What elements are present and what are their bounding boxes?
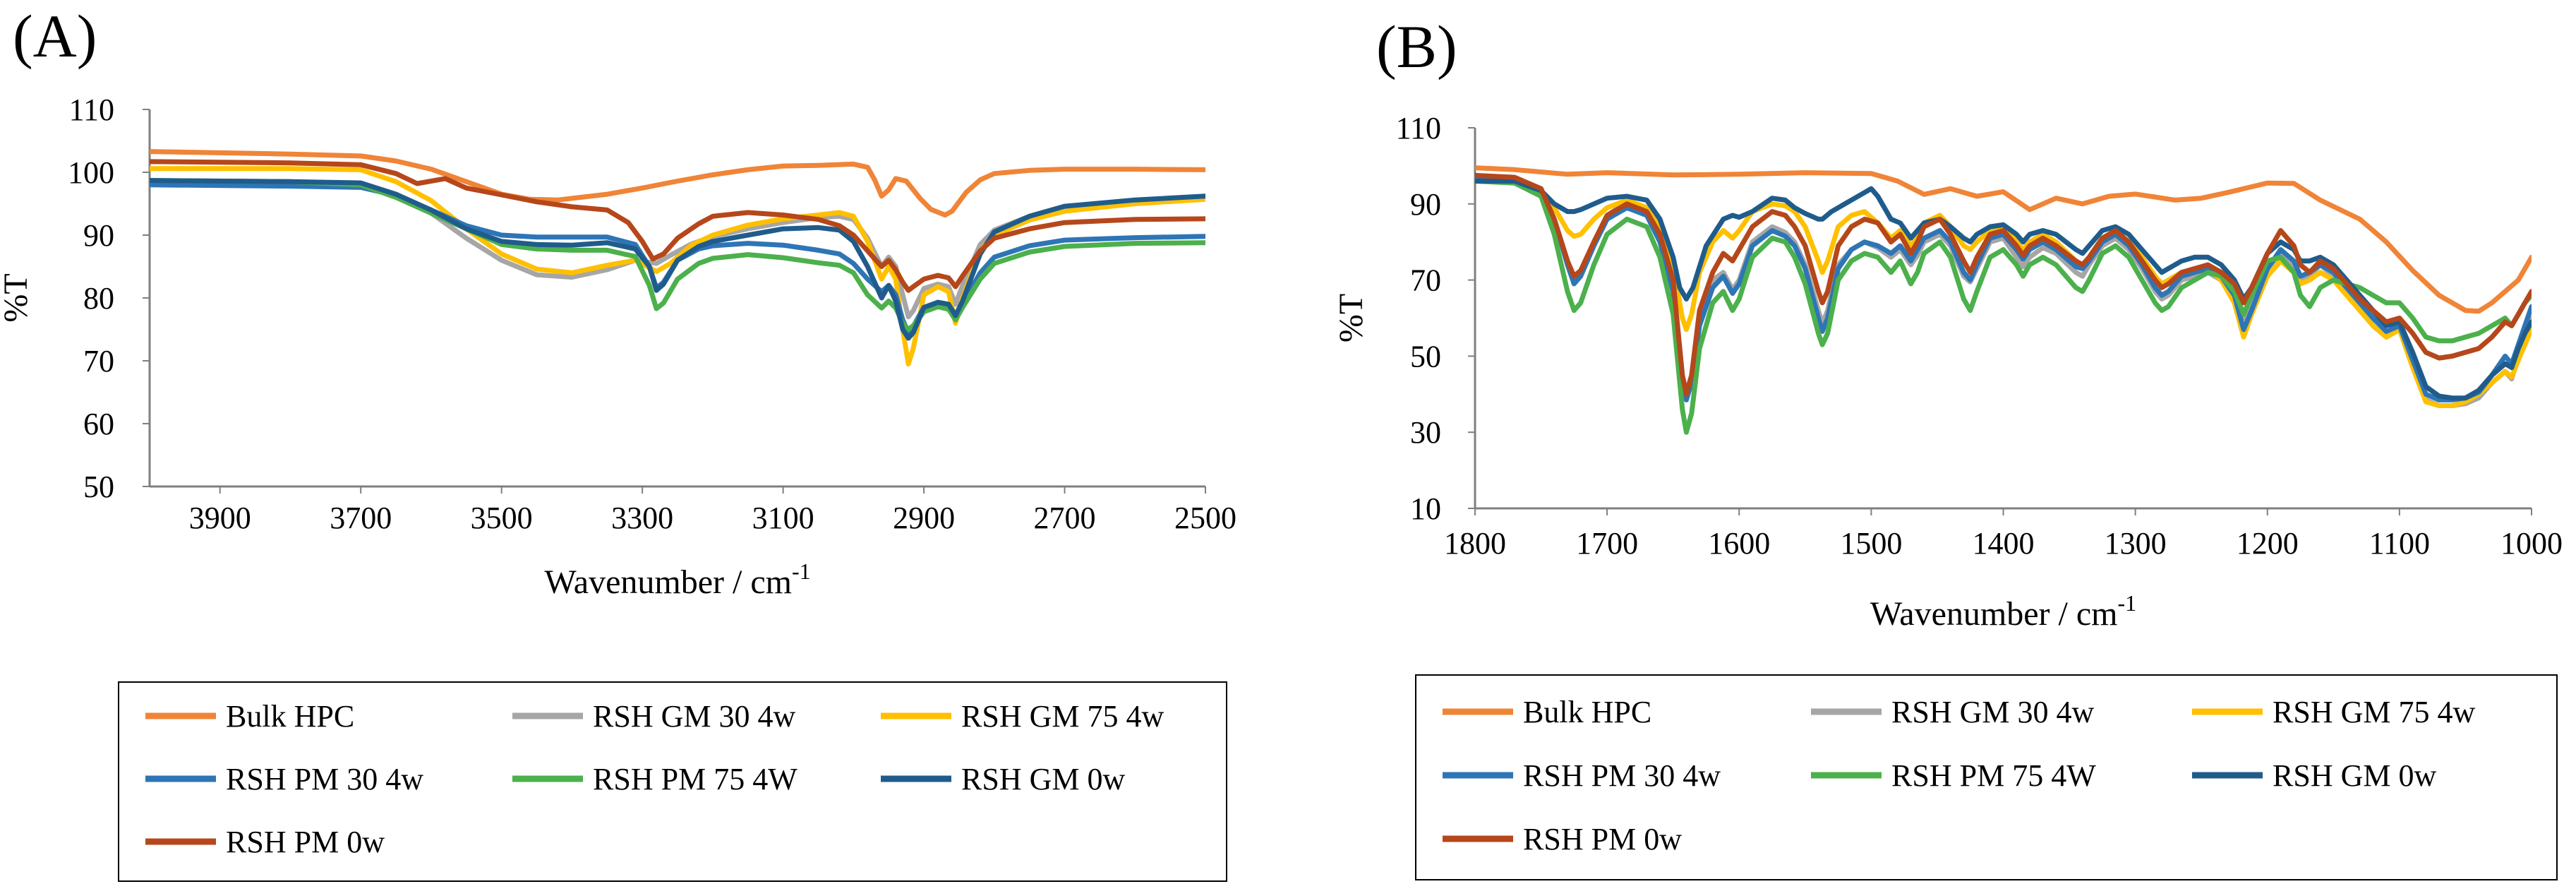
b-x-tick-label: 1400 <box>1973 526 2035 561</box>
b-legend-box <box>1415 674 2558 880</box>
a-y-tick-label: 110 <box>69 92 114 127</box>
b-legend-label: Bulk HPC <box>1523 695 1651 729</box>
panel-b-letter: (B) <box>1376 13 1457 80</box>
a-x-tick-label: 2700 <box>1034 501 1096 535</box>
a-x-tick-label: 3900 <box>189 501 251 535</box>
a-series-rsh-gm-0w <box>150 178 1205 341</box>
a-y-tick-label: 60 <box>83 407 114 441</box>
a-series-rsh-gm-30-4w <box>150 179 1205 320</box>
b-legend-label: RSH GM 30 4w <box>1891 695 2094 729</box>
a-legend-label: RSH GM 75 4w <box>961 699 1164 734</box>
b-legend-label: RSH PM 0w <box>1523 822 1682 856</box>
a-series-bulk-hpc <box>150 149 1205 217</box>
a-series-rsh-pm-0w <box>150 159 1205 293</box>
b-legend-label: RSH GM 0w <box>2273 758 2436 793</box>
a-x-tick-label: 2500 <box>1174 501 1236 535</box>
a-series-rsh-gm-75-4w <box>150 166 1205 366</box>
a-x-axis-title: Wavenumber / cm-1 <box>544 558 810 601</box>
b-y-tick-label: 50 <box>1410 339 1441 374</box>
b-x-tick-label: 1800 <box>1444 526 1506 561</box>
a-x-tick-label: 2900 <box>893 501 955 535</box>
b-series-rsh-gm-75-4w <box>1475 177 2532 408</box>
b-y-tick-label: 10 <box>1410 491 1441 526</box>
a-series-group <box>150 149 1205 366</box>
a-legend-box <box>118 681 1227 882</box>
a-x-tick-label: 3700 <box>330 501 392 535</box>
b-series-bulk-hpc <box>1475 165 2532 314</box>
b-x-tick-label: 1200 <box>2237 526 2299 561</box>
a-y-axis-title: %T <box>0 273 35 322</box>
b-x-tick-label: 1700 <box>1576 526 1638 561</box>
panel-a-letter: (A) <box>13 2 97 70</box>
panel-a: (A) 50 60 70 80 90 100 110 3900 3700 3500 3300 3100… <box>0 2 1236 882</box>
b-y-tick-label: 70 <box>1410 263 1441 298</box>
b-x-axis-title: Wavenumber / cm-1 <box>1870 590 2136 633</box>
b-series-rsh-gm-30-4w <box>1475 177 2532 408</box>
a-legend-label: RSH PM 30 4w <box>226 762 423 796</box>
b-x-tick-label: 1500 <box>1840 526 1902 561</box>
b-y-tick-label: 110 <box>1396 111 1441 145</box>
b-series-rsh-pm-75-4w <box>1475 179 2532 435</box>
b-series-rsh-pm-30-4w <box>1475 177 2532 402</box>
b-series-group <box>1475 165 2532 435</box>
a-y-tick-label: 100 <box>68 155 114 190</box>
b-x-tick-label: 1600 <box>1708 526 1770 561</box>
a-legend-label: Bulk HPC <box>226 699 354 734</box>
b-x-tick-label: 1300 <box>2105 526 2167 561</box>
a-legend-label: RSH GM 0w <box>961 762 1125 796</box>
a-x-tick-label: 3100 <box>752 501 814 535</box>
a-y-tick-label: 50 <box>83 470 114 504</box>
b-x-tick-label: 1000 <box>2500 526 2563 561</box>
b-legend-label: RSH PM 75 4W <box>1891 758 2096 793</box>
a-x-tick-label: 3500 <box>471 501 533 535</box>
a-y-tick-label: 70 <box>83 344 114 378</box>
a-legend-label: RSH PM 0w <box>226 825 385 859</box>
b-series-rsh-gm-0w <box>1475 179 2532 401</box>
b-series-rsh-pm-0w <box>1475 172 2532 397</box>
a-legend-label: RSH GM 30 4w <box>593 699 795 734</box>
panel-b: (B) 10 30 50 70 90 110 1800 1700 1600 1500 1400 130… <box>1332 13 2563 880</box>
b-legend-label: RSH GM 75 4w <box>2273 695 2475 729</box>
b-y-tick-label: 30 <box>1410 415 1441 450</box>
b-y-tick-label: 90 <box>1410 187 1441 222</box>
b-x-tick-label: 1100 <box>2369 526 2430 561</box>
a-legend-label: RSH PM 75 4W <box>593 762 798 796</box>
a-y-tick-label: 80 <box>83 281 114 316</box>
b-y-axis-title: %T <box>1332 294 1370 342</box>
a-y-tick-label: 90 <box>83 218 114 253</box>
b-legend-label: RSH PM 30 4w <box>1523 758 1721 793</box>
a-x-tick-label: 3300 <box>611 501 673 535</box>
